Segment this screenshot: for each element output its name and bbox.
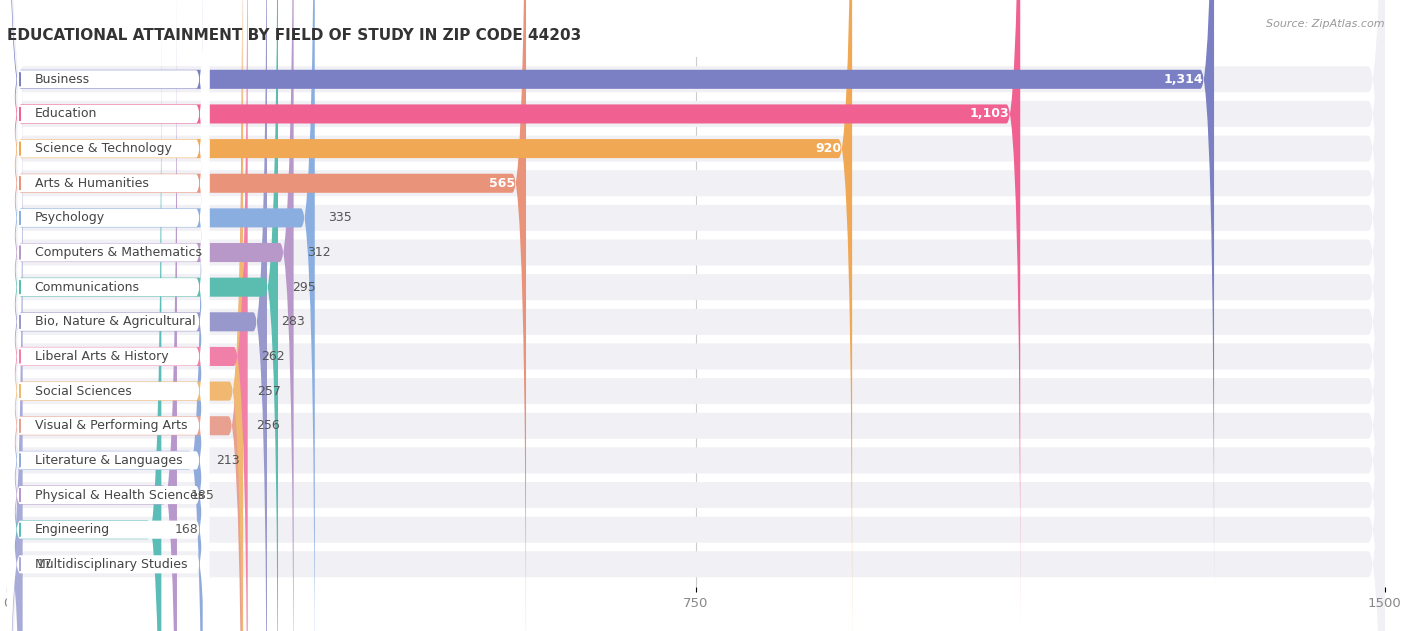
Text: Science & Technology: Science & Technology <box>35 142 172 155</box>
FancyBboxPatch shape <box>7 0 209 631</box>
FancyBboxPatch shape <box>7 0 209 590</box>
Text: 213: 213 <box>217 454 240 467</box>
Text: 565: 565 <box>489 177 515 190</box>
Text: Education: Education <box>35 107 97 121</box>
FancyBboxPatch shape <box>7 0 1385 631</box>
FancyBboxPatch shape <box>7 0 209 555</box>
FancyBboxPatch shape <box>7 0 1385 631</box>
FancyBboxPatch shape <box>7 0 209 631</box>
FancyBboxPatch shape <box>7 0 1385 631</box>
Text: 335: 335 <box>329 211 353 225</box>
FancyBboxPatch shape <box>7 54 22 631</box>
FancyBboxPatch shape <box>7 0 177 631</box>
FancyBboxPatch shape <box>7 0 243 631</box>
Text: Physical & Health Sciences: Physical & Health Sciences <box>35 488 204 502</box>
Text: 168: 168 <box>176 523 198 536</box>
FancyBboxPatch shape <box>7 88 209 631</box>
FancyBboxPatch shape <box>7 0 209 631</box>
Text: 283: 283 <box>281 316 305 328</box>
Text: 920: 920 <box>815 142 841 155</box>
FancyBboxPatch shape <box>7 0 852 631</box>
Text: 312: 312 <box>308 246 330 259</box>
Text: Liberal Arts & History: Liberal Arts & History <box>35 350 169 363</box>
Text: Computers & Mathematics: Computers & Mathematics <box>35 246 201 259</box>
Text: Communications: Communications <box>35 281 139 293</box>
FancyBboxPatch shape <box>7 0 1385 631</box>
FancyBboxPatch shape <box>7 0 202 631</box>
FancyBboxPatch shape <box>7 0 209 631</box>
FancyBboxPatch shape <box>7 0 294 631</box>
Text: 185: 185 <box>191 488 215 502</box>
FancyBboxPatch shape <box>7 0 1385 631</box>
FancyBboxPatch shape <box>7 0 1385 631</box>
FancyBboxPatch shape <box>7 0 209 631</box>
FancyBboxPatch shape <box>7 0 267 631</box>
FancyBboxPatch shape <box>7 0 242 631</box>
FancyBboxPatch shape <box>7 0 1385 631</box>
FancyBboxPatch shape <box>7 0 247 631</box>
FancyBboxPatch shape <box>7 0 526 631</box>
Text: 257: 257 <box>257 385 281 398</box>
Text: Engineering: Engineering <box>35 523 110 536</box>
FancyBboxPatch shape <box>7 0 1213 589</box>
FancyBboxPatch shape <box>7 0 209 631</box>
FancyBboxPatch shape <box>7 0 1385 631</box>
Text: Arts & Humanities: Arts & Humanities <box>35 177 149 190</box>
Text: 256: 256 <box>256 419 280 432</box>
Text: EDUCATIONAL ATTAINMENT BY FIELD OF STUDY IN ZIP CODE 44203: EDUCATIONAL ATTAINMENT BY FIELD OF STUDY… <box>7 28 581 43</box>
FancyBboxPatch shape <box>7 0 1385 631</box>
FancyBboxPatch shape <box>7 0 1385 631</box>
Text: Literature & Languages: Literature & Languages <box>35 454 183 467</box>
Text: Source: ZipAtlas.com: Source: ZipAtlas.com <box>1267 19 1385 29</box>
Text: 1,103: 1,103 <box>970 107 1010 121</box>
FancyBboxPatch shape <box>7 0 1385 631</box>
Text: Psychology: Psychology <box>35 211 104 225</box>
FancyBboxPatch shape <box>7 0 315 631</box>
FancyBboxPatch shape <box>7 0 209 631</box>
Text: Visual & Performing Arts: Visual & Performing Arts <box>35 419 187 432</box>
FancyBboxPatch shape <box>7 0 209 631</box>
FancyBboxPatch shape <box>7 0 1385 631</box>
Text: 1,314: 1,314 <box>1163 73 1204 86</box>
FancyBboxPatch shape <box>7 0 1385 631</box>
FancyBboxPatch shape <box>7 0 278 631</box>
FancyBboxPatch shape <box>7 0 1385 631</box>
Text: Social Sciences: Social Sciences <box>35 385 131 398</box>
FancyBboxPatch shape <box>7 20 162 631</box>
FancyBboxPatch shape <box>7 0 1385 631</box>
Text: Business: Business <box>35 73 90 86</box>
FancyBboxPatch shape <box>7 54 209 631</box>
FancyBboxPatch shape <box>7 0 1021 624</box>
Text: 17: 17 <box>37 558 52 571</box>
FancyBboxPatch shape <box>7 19 209 631</box>
Text: 262: 262 <box>262 350 285 363</box>
FancyBboxPatch shape <box>7 0 209 625</box>
Text: Bio, Nature & Agricultural: Bio, Nature & Agricultural <box>35 316 195 328</box>
Text: Multidisciplinary Studies: Multidisciplinary Studies <box>35 558 187 571</box>
Text: 295: 295 <box>292 281 315 293</box>
FancyBboxPatch shape <box>7 0 209 631</box>
